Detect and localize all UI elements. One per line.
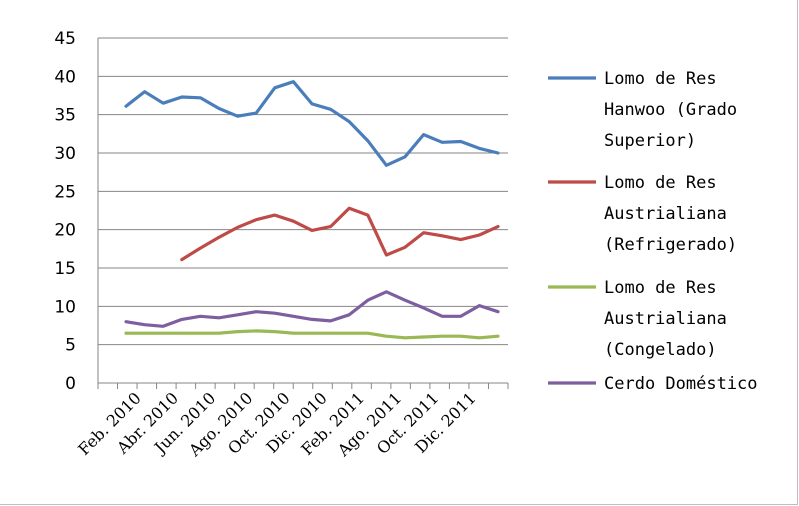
legend-label: Lomo de Res	[604, 69, 717, 89]
y-tick-label: 25	[54, 182, 76, 202]
y-tick-label: 5	[65, 336, 76, 356]
y-tick-label: 15	[54, 259, 76, 279]
legend-label: Austrialiana	[604, 204, 727, 224]
legend-label: (Congelado)	[604, 340, 717, 360]
series-line-3	[124, 329, 500, 340]
y-tick-label: 30	[54, 144, 76, 164]
series-line-1	[124, 80, 500, 167]
legend-label: Hanwoo (Grado	[604, 100, 737, 120]
legend-label: Cerdo Doméstico	[604, 374, 758, 394]
legend-label: Austrialiana	[604, 309, 727, 329]
y-tick-label: 40	[54, 67, 76, 87]
y-axis-ticks: 0 5 10 15 20 25 30 35 40 45	[54, 29, 76, 394]
y-tick-label: 35	[54, 106, 76, 126]
legend-label: Lomo de Res	[604, 173, 717, 193]
y-tick-label: 45	[54, 29, 76, 49]
legend-label: Lomo de Res	[604, 278, 717, 298]
series-line-4	[124, 290, 500, 328]
legend: Lomo de Res Hanwoo (Grado Superior) Lomo de…	[548, 69, 758, 394]
y-tick-label: 20	[54, 221, 76, 241]
y-tick-label: 0	[65, 374, 76, 394]
y-tick-label: 10	[54, 297, 76, 317]
legend-label: (Refrigerado)	[604, 235, 737, 255]
series-line-2	[180, 206, 500, 262]
series-lines	[124, 80, 500, 340]
grid-lines	[97, 37, 509, 389]
legend-label: Superior)	[604, 131, 696, 151]
